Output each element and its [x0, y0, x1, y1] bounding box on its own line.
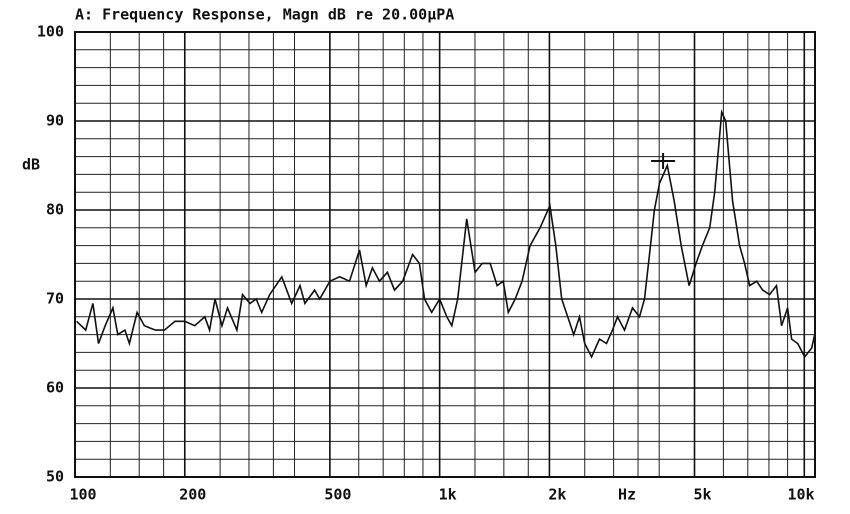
x-tick-label: 500	[324, 486, 351, 504]
response-line	[76, 108, 816, 359]
y-tick-label: 100	[37, 23, 64, 41]
x-tick-label: 5k	[693, 486, 711, 504]
x-tick-label: 100	[69, 486, 96, 504]
chart-title: A: Frequency Response, Magn dB re 20.00µ…	[75, 6, 454, 24]
cursor-marker	[651, 153, 676, 170]
plot-border	[74, 31, 816, 478]
y-tick-label: 80	[46, 201, 64, 219]
y-tick-label: 50	[46, 468, 64, 486]
y-tick-label: 90	[46, 112, 64, 130]
x-axis-label: Hz	[618, 486, 636, 504]
x-tick-label: 1k	[439, 486, 457, 504]
y-axis-label: dB	[22, 156, 40, 174]
x-tick-label: 2k	[548, 486, 566, 504]
x-tick-label: 10k	[787, 486, 814, 504]
y-tick-label: 70	[46, 290, 64, 308]
x-tick-label: 200	[179, 486, 206, 504]
y-tick-label: 60	[46, 379, 64, 397]
